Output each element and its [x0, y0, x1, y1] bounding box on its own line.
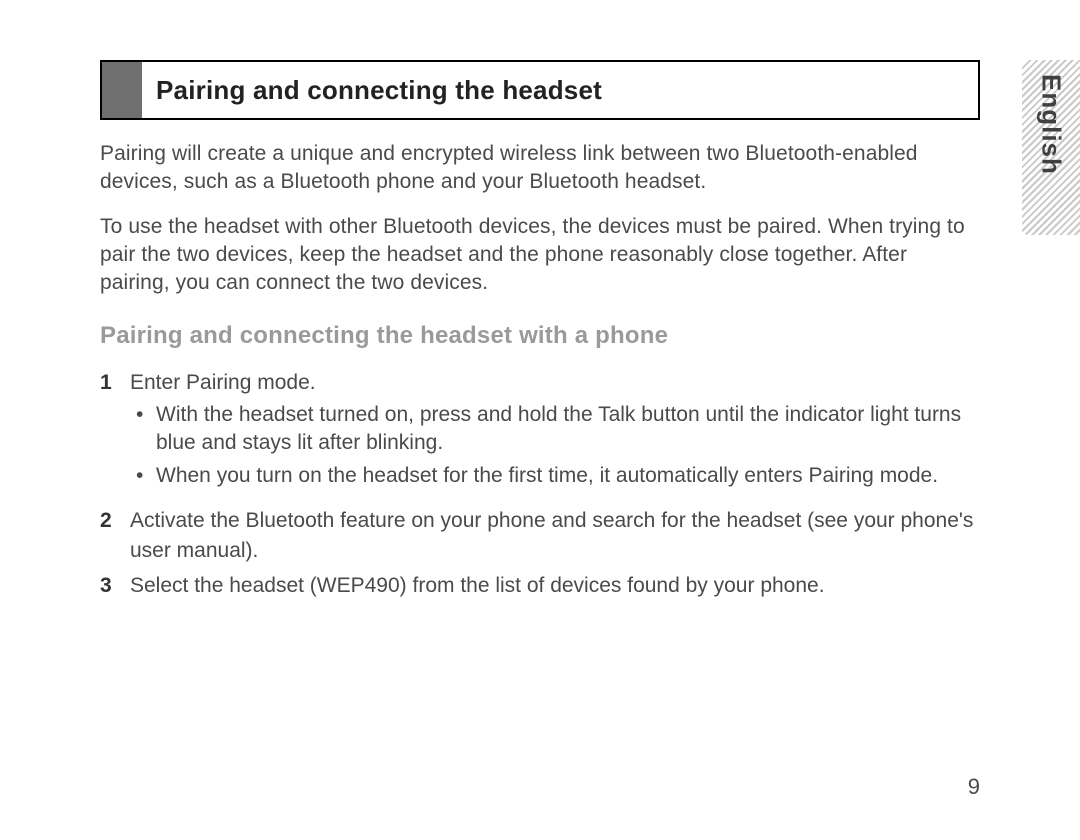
step-1-bullet-1: With the headset turned on, press and ho…	[130, 401, 980, 458]
step-1-bullet-2: When you turn on the headset for the fir…	[130, 462, 980, 490]
intro-paragraph-1: Pairing will create a unique and encrypt…	[100, 140, 980, 197]
steps-list: 1 Enter Pairing mode. With the headset t…	[100, 368, 980, 601]
step-number: 2	[100, 506, 130, 535]
manual-page: Pairing and connecting the headset Engli…	[0, 0, 1080, 840]
section-heading-title: Pairing and connecting the headset	[142, 75, 602, 106]
step-1: 1 Enter Pairing mode. With the headset t…	[100, 368, 980, 500]
step-body: Enter Pairing mode. With the headset tur…	[130, 368, 980, 500]
step-number: 3	[100, 571, 130, 600]
step-2-text: Activate the Bluetooth feature on your p…	[130, 506, 980, 565]
subsection-heading: Pairing and connecting the headset with …	[100, 322, 980, 350]
section-heading-box: Pairing and connecting the headset	[100, 60, 980, 120]
step-1-bullets: With the headset turned on, press and ho…	[130, 401, 980, 490]
step-number: 1	[100, 368, 130, 397]
intro-paragraph-2: To use the headset with other Bluetooth …	[100, 213, 980, 298]
step-2: 2 Activate the Bluetooth feature on your…	[100, 506, 980, 565]
language-tab: English	[1022, 60, 1080, 235]
language-label: English	[1036, 74, 1067, 175]
heading-accent-tab	[102, 62, 142, 118]
step-3-text: Select the headset (WEP490) from the lis…	[130, 571, 980, 600]
step-1-text: Enter Pairing mode.	[130, 371, 316, 394]
step-3: 3 Select the headset (WEP490) from the l…	[100, 571, 980, 600]
page-number: 9	[968, 774, 980, 800]
body-content: Pairing will create a unique and encrypt…	[100, 140, 980, 606]
